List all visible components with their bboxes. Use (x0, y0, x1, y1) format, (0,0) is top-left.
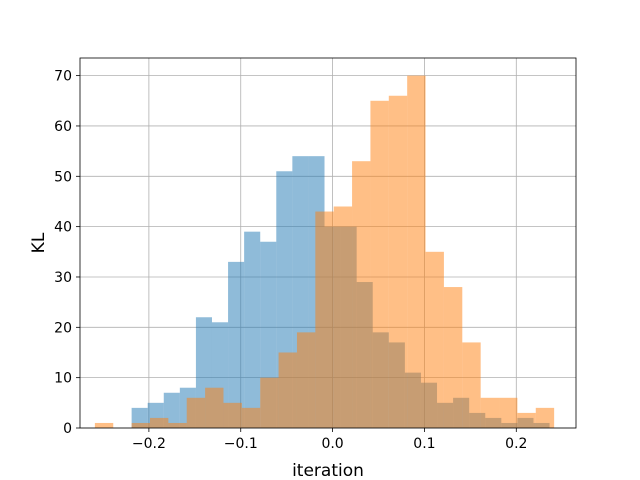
histogram-bar (149, 417, 169, 428)
histogram-bar (462, 342, 481, 428)
histogram-bar (333, 206, 353, 428)
y-tick-label: 70 (54, 69, 72, 85)
series-1 (94, 75, 555, 429)
histogram-bar (480, 397, 500, 428)
histogram-bar (205, 387, 224, 428)
y-tick-label: 30 (54, 270, 72, 286)
x-tick-label: −0.1 (224, 436, 258, 452)
histogram-bar (499, 397, 518, 428)
axes-frame (79, 57, 577, 429)
x-tick-label: 0.1 (413, 436, 435, 452)
histogram-bar (94, 422, 114, 428)
y-axis-label: KL (29, 232, 49, 253)
histogram-bar (443, 287, 463, 428)
histogram-bar (407, 75, 426, 428)
y-tick-label: 40 (54, 220, 72, 236)
histogram-bar (241, 407, 261, 428)
histogram-bar (352, 161, 371, 429)
histogram-bars (94, 75, 555, 429)
histogram-bar (388, 95, 408, 429)
x-tick-label: 0.0 (321, 436, 343, 452)
histogram-bar (278, 352, 297, 428)
y-tick-label: 20 (54, 320, 72, 336)
histogram-bar (425, 251, 444, 428)
x-axis-label: iteration (292, 461, 364, 480)
histogram-bar (244, 231, 261, 428)
histogram-bar (535, 407, 555, 428)
histogram-bar (186, 397, 206, 428)
y-tick-label: 50 (54, 169, 72, 185)
y-tick-label: 0 (63, 421, 72, 437)
y-tick-label: 60 (54, 119, 72, 135)
y-tick-label: 10 (54, 371, 72, 387)
axis-ticks: −0.2 −0.1 0.0 0.1 0.2 0 10 20 30 40 50 60 70 (54, 69, 527, 452)
x-tick-label: 0.2 (505, 436, 527, 452)
histogram-bar (260, 377, 279, 428)
histogram-bar (370, 100, 389, 428)
histogram-bar (131, 422, 150, 428)
histogram-bar (296, 332, 316, 428)
histogram-bar (315, 211, 334, 428)
x-tick-label: −0.2 (132, 436, 166, 452)
histogram-bar (223, 402, 242, 428)
histogram-bar (168, 422, 187, 428)
histogram-bar (517, 412, 536, 428)
histogram-bar (228, 261, 245, 428)
